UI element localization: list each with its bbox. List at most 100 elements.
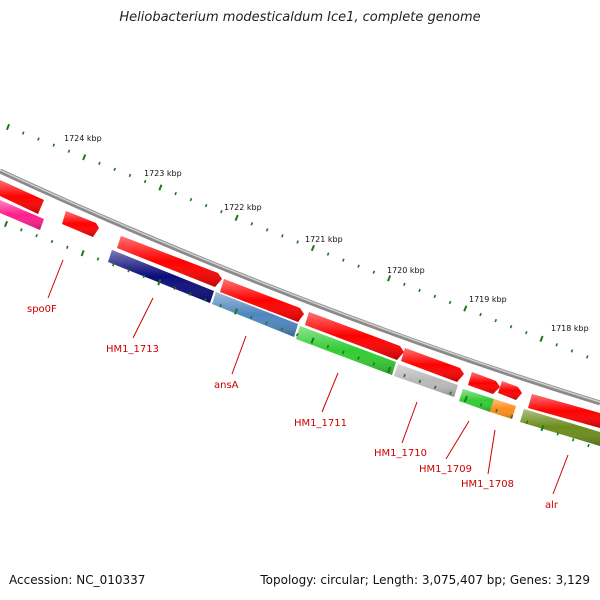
scale-label-1718: 1718 kbp (551, 324, 589, 333)
minor-tick (418, 288, 421, 293)
gene-block-hm1-1709[interactable] (459, 389, 494, 412)
forward-gene-arrow[interactable] (305, 312, 404, 360)
minor-tick (449, 391, 452, 395)
minor-tick (67, 149, 71, 153)
major-tick (157, 279, 162, 286)
gene-block-hm1-1711[interactable] (296, 326, 396, 375)
minor-tick (495, 408, 498, 413)
major-tick (463, 395, 468, 403)
forward-strand-genes (0, 180, 600, 428)
scale-label-1721: 1721 kbp (305, 235, 343, 244)
minor-tick (403, 282, 406, 286)
major-tick (387, 366, 392, 373)
map-title: Heliobacterium modesticaldum Ice1, compl… (119, 10, 481, 25)
forward-gene-arrow[interactable] (117, 236, 222, 287)
minor-tick (188, 292, 192, 296)
minor-tick (219, 303, 222, 308)
callout-lines (47, 259, 569, 495)
minor-tick (296, 240, 299, 244)
gene-block-hm1-1713[interactable] (108, 250, 214, 303)
minor-tick (587, 443, 590, 448)
accession-text: Accession: NC_010337 (9, 573, 146, 587)
gene-label-hm1-1711[interactable]: HM1_1711 (294, 418, 347, 429)
major-tick (539, 335, 544, 342)
minor-tick (113, 167, 117, 172)
minor-tick (98, 161, 101, 165)
scale-label-1724: 1724 kbp (64, 134, 102, 143)
gene-label-alr[interactable]: alr (545, 500, 559, 511)
gene-label-hm1-1709[interactable]: HM1_1709 (419, 464, 472, 475)
minor-tick (326, 252, 330, 256)
minor-tick (341, 350, 345, 354)
minor-tick (203, 298, 207, 302)
minor-tick (524, 331, 528, 335)
minor-tick (448, 300, 452, 305)
genome-summary-text: Topology: circular; Length: 3,075,407 bp… (260, 573, 590, 587)
minor-tick (281, 234, 284, 238)
minor-tick (372, 270, 376, 274)
minor-tick (433, 385, 437, 389)
gene-block-hm1-1710[interactable] (394, 364, 458, 397)
forward-gene-arrow[interactable] (0, 180, 44, 214)
minor-tick (433, 294, 437, 299)
major-tick (233, 308, 238, 315)
gene-label-hm1-1710[interactable]: HM1_1710 (374, 448, 427, 459)
major-tick (3, 220, 9, 228)
minor-tick (50, 239, 54, 244)
forward-gene-arrow[interactable] (220, 279, 304, 322)
minor-tick (479, 403, 483, 407)
minor-tick (525, 420, 529, 424)
forward-gene-arrow[interactable] (528, 394, 600, 428)
major-tick (310, 244, 315, 252)
minor-tick (357, 356, 360, 360)
minor-tick (249, 315, 253, 319)
scale-label-1719: 1719 kbp (469, 295, 507, 304)
gene-label-spo0F[interactable]: spo0F (27, 304, 57, 315)
minor-tick (20, 228, 23, 232)
gene-label-hm1-1708[interactable]: HM1_1708 (461, 479, 514, 490)
minor-tick (21, 131, 25, 135)
minor-tick (494, 318, 498, 323)
minor-tick (342, 258, 345, 262)
scale-label-1723: 1723 kbp (144, 169, 182, 178)
minor-tick (510, 414, 514, 419)
forward-gene-arrow[interactable] (498, 381, 522, 400)
minor-tick (96, 257, 100, 261)
gene-block-spo0F[interactable] (0, 200, 44, 230)
minor-tick (357, 264, 360, 268)
minor-tick (509, 325, 513, 329)
minor-tick (250, 222, 254, 226)
minor-tick (265, 228, 269, 232)
minor-tick (173, 286, 176, 290)
gene-block-hm1-1708[interactable] (490, 399, 516, 419)
minor-tick (295, 333, 299, 337)
minor-tick (127, 269, 130, 273)
gene-labels: spo0F HM1_1713 ansA HM1_1711 HM1_1710 HM… (27, 304, 559, 511)
major-tick (158, 184, 163, 191)
gene-label-ansa[interactable]: ansA (214, 380, 239, 391)
scale-label-1722: 1722 kbp (224, 203, 262, 212)
minor-tick (204, 204, 208, 208)
major-tick (387, 275, 392, 282)
gene-label-hm1-1713[interactable]: HM1_1713 (106, 344, 159, 355)
minor-tick (585, 355, 589, 359)
minor-tick (265, 321, 268, 325)
minor-tick (189, 197, 193, 202)
reverse-strand-genes (0, 200, 600, 446)
scale-ticks (5, 123, 589, 359)
forward-gene-arrow[interactable] (401, 348, 464, 382)
minor-tick (37, 137, 40, 141)
minor-tick (479, 312, 482, 317)
gene-block-alr[interactable] (520, 409, 600, 446)
forward-gene-arrow[interactable] (468, 372, 500, 394)
forward-gene-arrow[interactable] (62, 211, 99, 237)
minor-tick (220, 209, 223, 214)
major-tick (80, 250, 85, 257)
gene-block-ansa[interactable] (212, 292, 298, 337)
minor-tick (35, 234, 38, 238)
minor-tick (418, 379, 422, 384)
minor-tick (66, 245, 69, 249)
minor-tick (571, 438, 575, 442)
minor-tick (326, 344, 330, 349)
